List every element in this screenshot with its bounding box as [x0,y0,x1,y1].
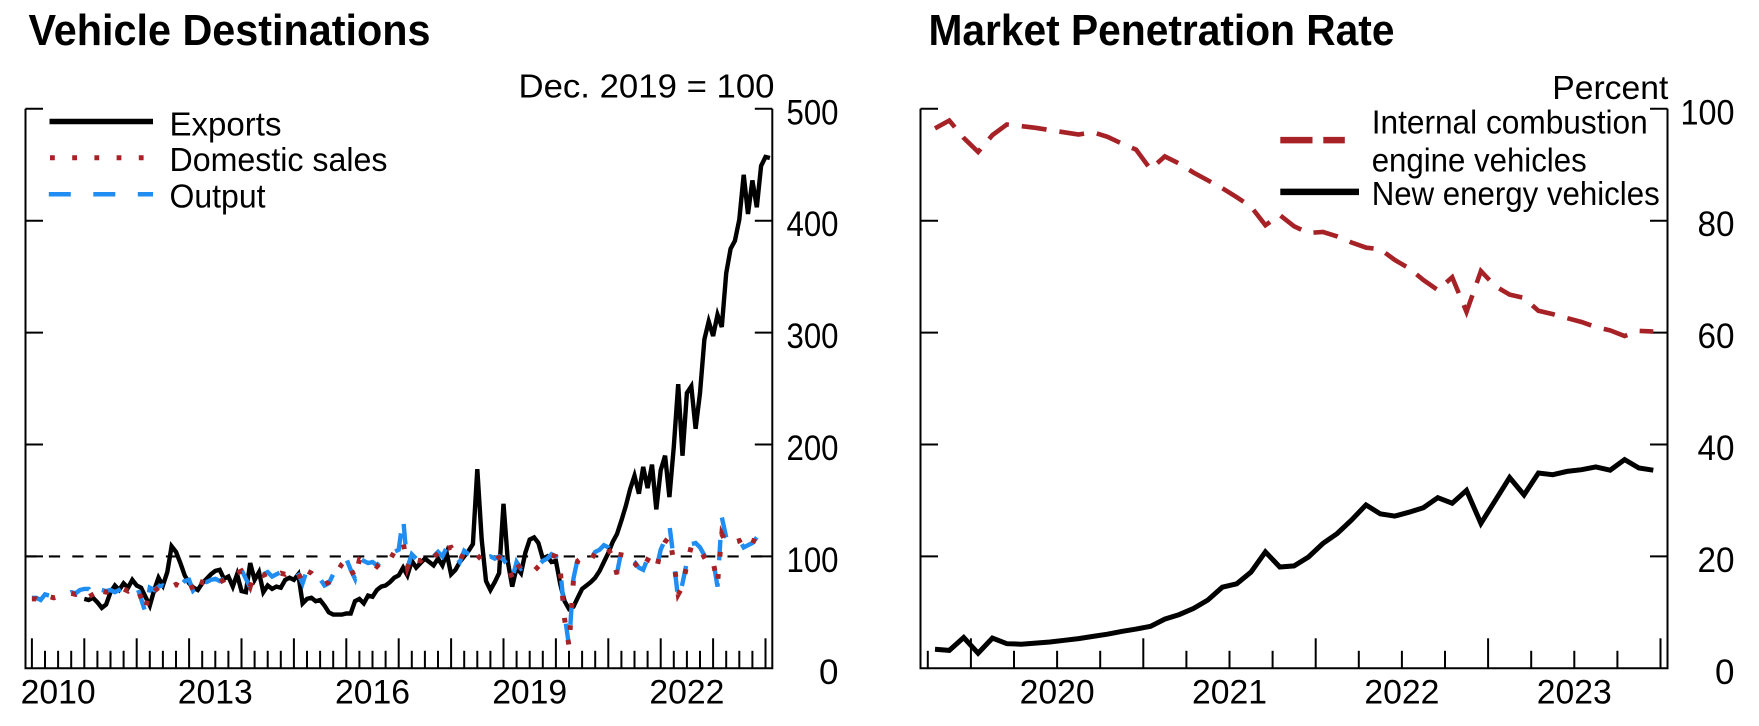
svg-text:80: 80 [1698,205,1735,244]
svg-text:Market Penetration Rate: Market Penetration Rate [929,6,1395,55]
svg-text:20: 20 [1698,541,1735,580]
svg-text:2010: 2010 [21,674,96,712]
svg-text:2020: 2020 [1020,674,1095,712]
svg-text:2021: 2021 [1192,674,1267,712]
svg-text:2016: 2016 [335,674,410,712]
svg-text:2022: 2022 [1364,674,1439,712]
svg-text:2023: 2023 [1537,674,1612,712]
svg-text:Internal combustion: Internal combustion [1372,103,1648,140]
svg-text:2013: 2013 [178,674,253,712]
svg-text:40: 40 [1698,429,1735,468]
svg-text:Vehicle Destinations: Vehicle Destinations [29,6,431,55]
svg-text:100: 100 [787,541,839,580]
svg-text:300: 300 [787,317,839,356]
svg-text:400: 400 [787,205,839,244]
svg-text:60: 60 [1698,317,1735,356]
svg-text:2019: 2019 [492,674,567,712]
svg-text:Exports: Exports [170,106,282,143]
svg-text:Percent: Percent [1552,69,1668,106]
svg-text:0: 0 [819,653,838,692]
svg-text:Domestic sales: Domestic sales [170,141,388,178]
svg-text:New energy vehicles: New energy vehicles [1372,175,1660,212]
svg-text:Output: Output [170,178,266,215]
svg-text:0: 0 [1715,653,1734,692]
svg-text:2022: 2022 [649,674,724,712]
svg-text:engine vehicles: engine vehicles [1372,142,1587,179]
svg-text:500: 500 [787,93,839,132]
svg-text:100: 100 [1681,93,1735,132]
svg-text:200: 200 [787,429,839,468]
svg-text:Dec. 2019 = 100: Dec. 2019 = 100 [519,68,775,105]
